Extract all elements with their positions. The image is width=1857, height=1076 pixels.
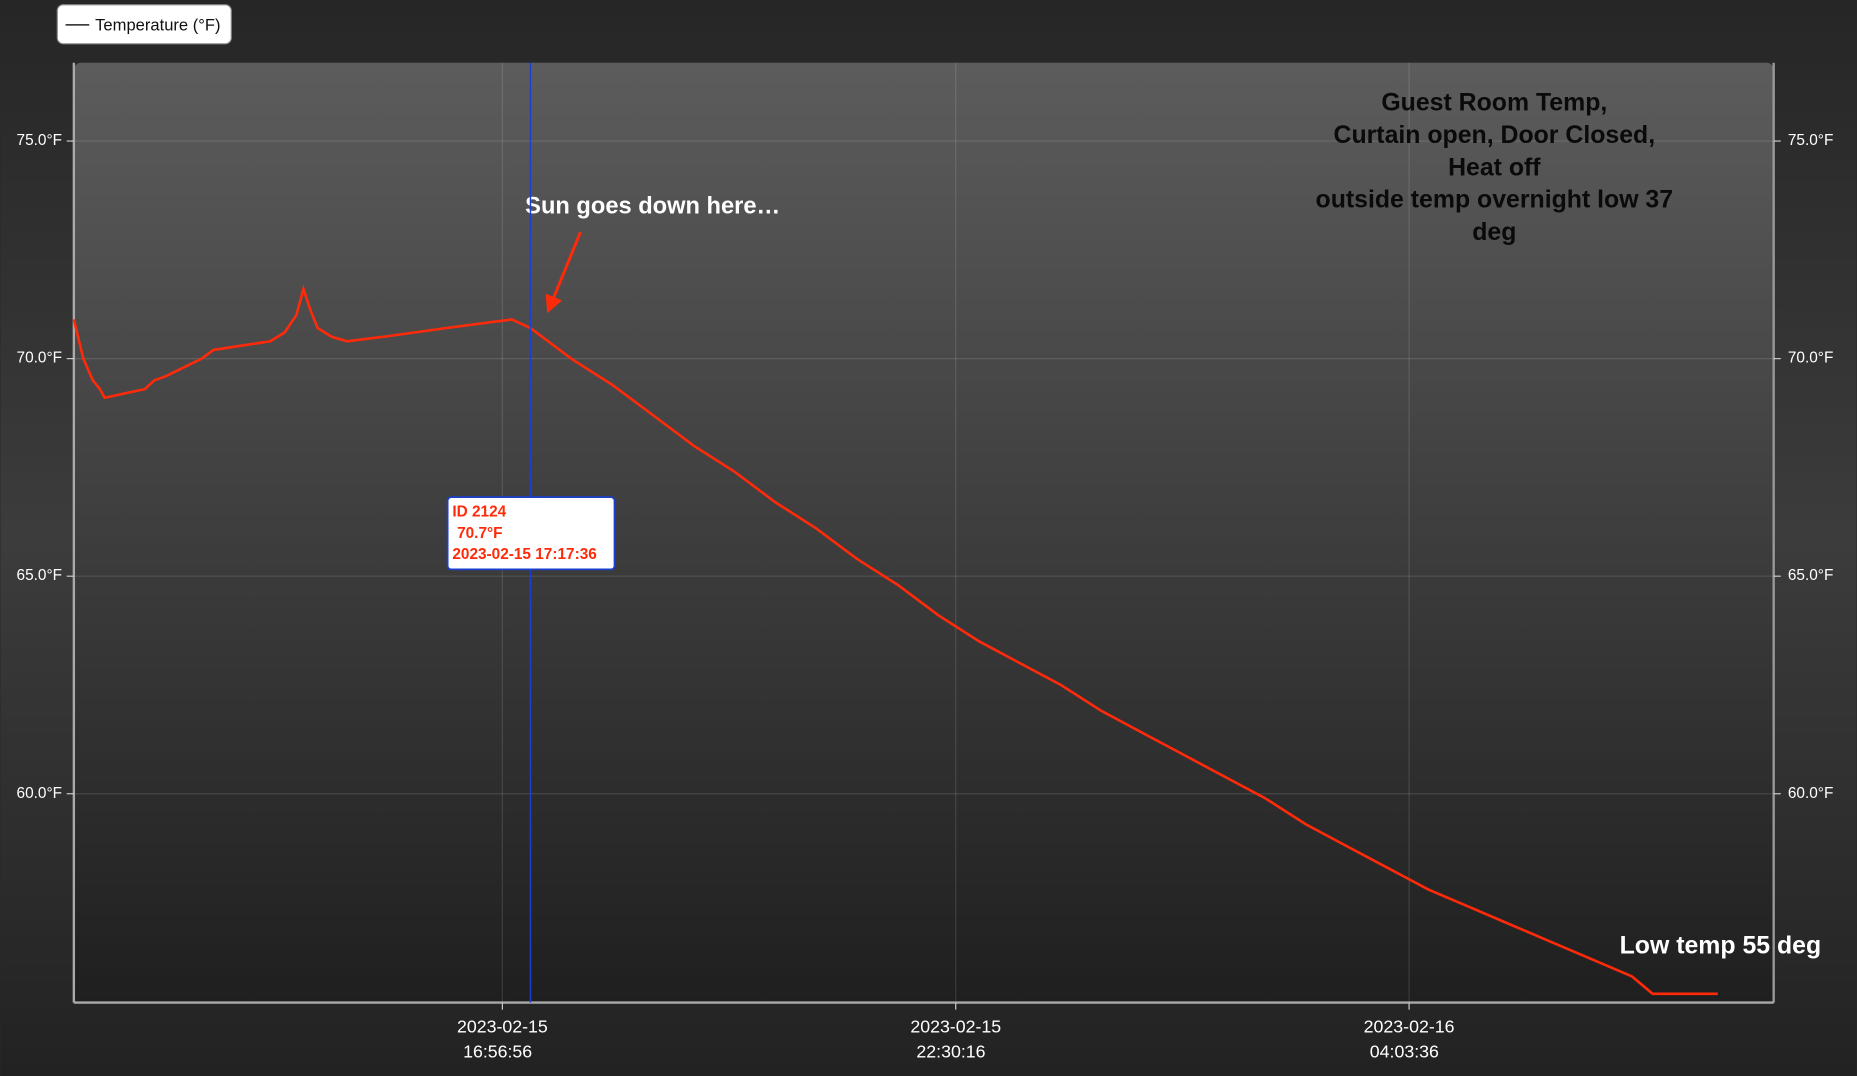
tooltip-time: 2023-02-15 17:17:36 bbox=[452, 546, 596, 563]
plot-area bbox=[73, 62, 1774, 1003]
sunset-annotation: Sun goes down here… bbox=[525, 193, 780, 219]
y2-tick-label: 65.0°F bbox=[1788, 567, 1833, 584]
chart-layer bbox=[73, 62, 1774, 1003]
tooltip-box bbox=[446, 496, 616, 571]
legend-label: Temperature (°F) bbox=[95, 15, 220, 34]
description-line: deg bbox=[1472, 219, 1516, 246]
y2-tick-label: 75.0°F bbox=[1788, 132, 1833, 149]
tooltip-id: ID 2124 bbox=[452, 504, 506, 521]
description-line: outside temp overnight low 37 bbox=[1316, 187, 1674, 214]
y-tick-label: 70.0°F bbox=[17, 350, 62, 367]
description-line: Guest Room Temp, bbox=[1381, 90, 1607, 117]
y2-tick-label: 70.0°F bbox=[1788, 350, 1833, 367]
y-tick-label: 75.0°F bbox=[17, 132, 62, 149]
tooltip-value: 70.7°F bbox=[457, 525, 502, 542]
x-tick-label: 2023-02-15 16:56:56 bbox=[457, 1016, 548, 1061]
low-annotation: Low temp 55 deg bbox=[1620, 933, 1822, 960]
description-line: Curtain open, Door Closed, bbox=[1334, 122, 1656, 149]
y2-tick-label: 60.0°F bbox=[1788, 785, 1833, 802]
x-tick-label: 2023-02-15 22:30:16 bbox=[910, 1016, 1001, 1061]
legend: Temperature (°F) bbox=[56, 4, 232, 45]
x-tick-label: 2023-02-16 04:03:36 bbox=[1364, 1016, 1455, 1061]
y-tick-label: 65.0°F bbox=[17, 567, 62, 584]
description-line: Heat off bbox=[1448, 154, 1541, 181]
series-line bbox=[72, 284, 1718, 996]
annotation-arrow bbox=[545, 231, 582, 314]
y-tick-label: 60.0°F bbox=[17, 785, 62, 802]
legend-box bbox=[56, 4, 232, 45]
